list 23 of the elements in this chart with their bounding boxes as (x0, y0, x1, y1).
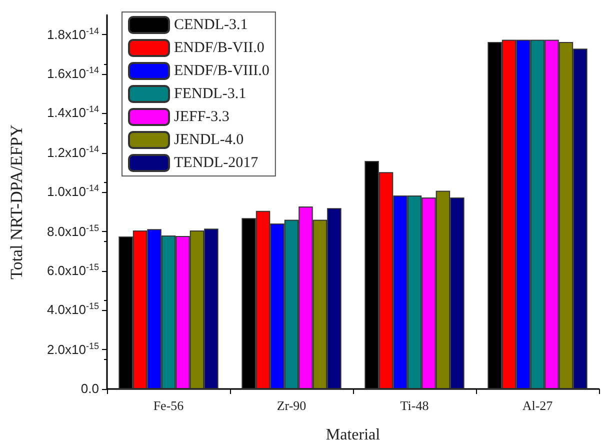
x-tick-label: Al-27 (522, 398, 554, 413)
x-tick-label: Zr-90 (276, 398, 306, 413)
legend-label: CENDL-3.1 (174, 17, 248, 33)
y-tick-label: 4.0x10$^{-15}$ (46, 301, 99, 318)
y-axis-title: Total NRT-DPA/EFPY (7, 124, 26, 280)
y-tick-label: 1.8x10$^{-14}$ (46, 26, 99, 43)
legend-label: ENDF/B-VIII.0 (174, 63, 270, 79)
y-tick-label: 0.0 (80, 381, 99, 397)
legend-label: JEFF-3.3 (174, 109, 230, 125)
x-tick-label: Fe-56 (153, 398, 184, 413)
y-tick-label: 8.0x10$^{-15}$ (46, 222, 99, 240)
y-tick-label: 1.6x10$^{-14}$ (46, 65, 99, 82)
x-axis-title: Material (326, 426, 381, 444)
legend-label: ENDF/B-VII.0 (174, 40, 264, 56)
legend-label: TENDL-2017 (174, 155, 259, 171)
x-tick-label: Ti-48 (400, 398, 429, 413)
y-tick-label: 2.0x10$^{-15}$ (46, 340, 99, 358)
y-tick-label: 1.4x10$^{-14}$ (46, 104, 99, 122)
y-tick-label: 1.0x10$^{-14}$ (46, 183, 99, 200)
y-tick-label: 1.2x10$^{-14}$ (46, 144, 99, 161)
y-tick-label: 6.0x10$^{-15}$ (46, 262, 99, 279)
legend-label: JENDL-4.0 (174, 132, 244, 148)
legend-label: FENDL-3.1 (174, 86, 246, 102)
